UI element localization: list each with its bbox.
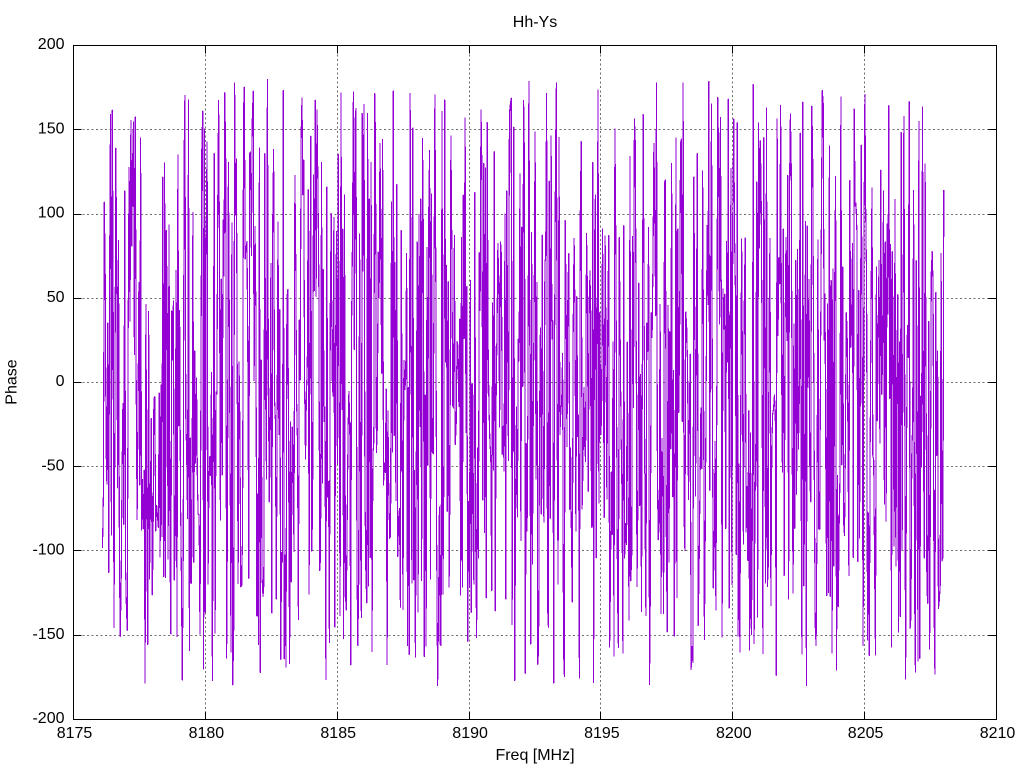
svg-text:8180: 8180 bbox=[189, 725, 225, 742]
svg-text:-100: -100 bbox=[32, 542, 64, 559]
svg-text:-200: -200 bbox=[32, 710, 64, 727]
svg-text:8190: 8190 bbox=[452, 725, 488, 742]
svg-text:-150: -150 bbox=[32, 626, 64, 643]
svg-text:50: 50 bbox=[47, 289, 65, 306]
svg-text:8210: 8210 bbox=[980, 725, 1016, 742]
svg-text:0: 0 bbox=[56, 373, 65, 390]
svg-text:Phase: Phase bbox=[4, 359, 21, 404]
svg-text:100: 100 bbox=[38, 205, 65, 222]
svg-text:8200: 8200 bbox=[716, 725, 752, 742]
svg-text:-50: -50 bbox=[41, 457, 64, 474]
svg-text:8205: 8205 bbox=[848, 725, 884, 742]
svg-text:200: 200 bbox=[38, 36, 65, 53]
svg-text:Hh-Ys: Hh-Ys bbox=[513, 14, 557, 31]
svg-text:8185: 8185 bbox=[320, 725, 356, 742]
svg-text:8195: 8195 bbox=[584, 725, 620, 742]
svg-text:Freq [MHz]: Freq [MHz] bbox=[495, 747, 574, 764]
svg-text:8175: 8175 bbox=[57, 725, 93, 742]
svg-text:150: 150 bbox=[38, 120, 65, 137]
